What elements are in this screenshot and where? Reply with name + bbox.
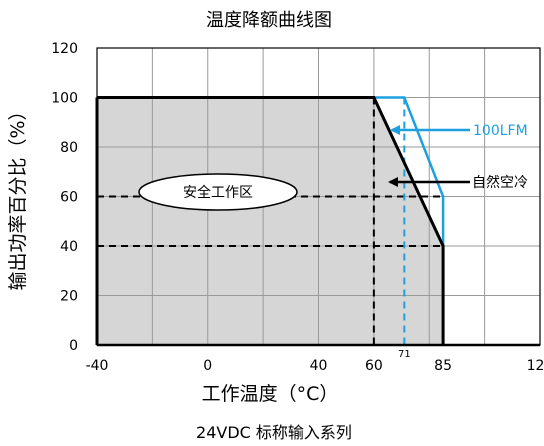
series-line-natural-cooling <box>97 96 445 345</box>
y-tick-label: 20 <box>60 289 78 305</box>
x-tick-label: 40 <box>310 358 328 374</box>
safe-area-oval <box>138 173 298 211</box>
y-axis-title: 输出功率百分比（%） <box>7 101 29 290</box>
annotation-100lfm: 100LFM <box>390 123 528 139</box>
x-tick-label: 85 <box>434 358 452 374</box>
chart-title: 温度降额曲线图 <box>206 10 332 31</box>
x-axis-title: 工作温度（°C） <box>202 383 339 405</box>
x-tick-label: 60 <box>365 358 383 374</box>
x-tick-labels: -40 0 40 60 85 120 71 <box>86 349 544 374</box>
label-natural-cooling: 自然空冷 <box>472 174 528 191</box>
safe-area-label: 安全工作区 <box>138 173 298 211</box>
series-subtitle: 24VDC 标称输入系列 <box>196 423 352 442</box>
safe-area-polygon <box>97 97 444 345</box>
plot-frame <box>96 47 541 347</box>
x-tick-label: -40 <box>86 358 109 374</box>
y-tick-label: 120 <box>51 41 78 57</box>
y-tick-label: 40 <box>60 239 78 255</box>
label-100lfm: 100LFM <box>473 123 528 139</box>
x-tick-label-extra: 71 <box>398 349 411 360</box>
x-tick-label: 0 <box>203 358 212 374</box>
y-tick-label: 0 <box>69 338 78 354</box>
y-tick-labels: 0 20 40 60 80 100 120 <box>51 41 78 354</box>
y-tick-label: 80 <box>60 140 78 156</box>
annotation-natural-cooling: 自然空冷 <box>388 174 528 191</box>
x-tick-label: 120 <box>527 358 544 374</box>
safe-area-text: 安全工作区 <box>183 184 253 201</box>
y-tick-label: 60 <box>60 190 78 206</box>
safe-area-fill <box>97 97 444 345</box>
y-tick-label: 100 <box>51 91 78 107</box>
